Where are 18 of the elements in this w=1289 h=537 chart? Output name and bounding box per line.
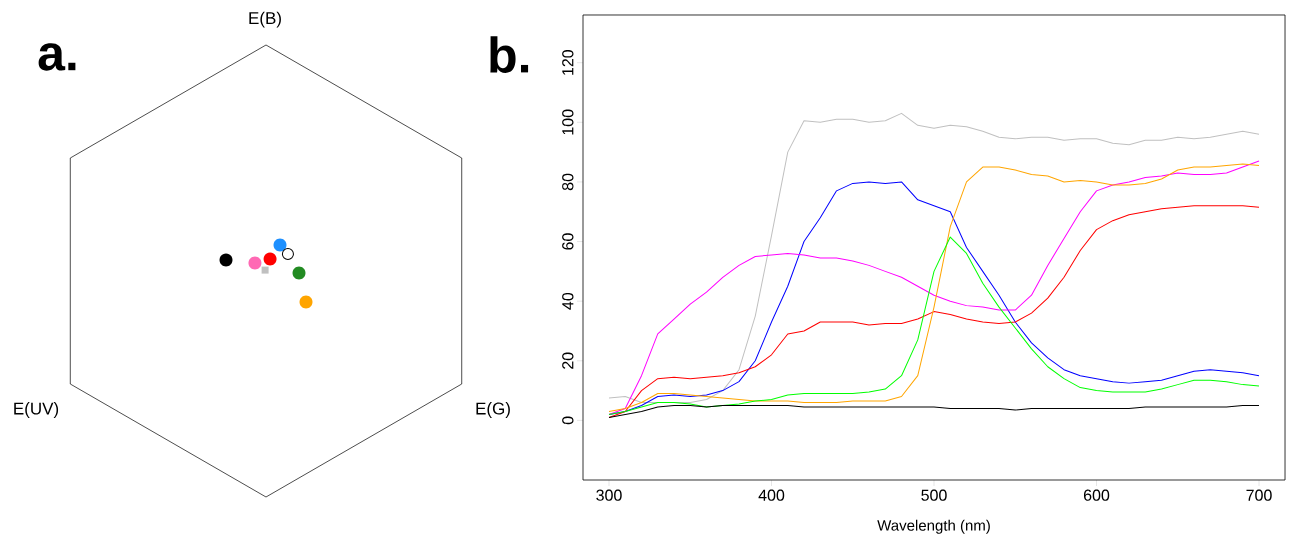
y-tick-label: 120 <box>562 49 574 75</box>
x-tick-label: 500 <box>921 489 947 501</box>
text: E(G) <box>476 402 510 418</box>
x-axis-title: Wavelength (nm) <box>877 519 990 534</box>
y-tick-label: 60 <box>562 233 574 250</box>
x-tick-label: 300 <box>596 489 622 501</box>
text: E(B) <box>249 11 281 28</box>
y-tick-label: 40 <box>562 292 574 310</box>
y-tick-label: 100 <box>562 109 574 135</box>
y-tick-label: 80 <box>562 173 574 191</box>
x-tick-label: 600 <box>1083 489 1110 501</box>
text: a. <box>38 43 76 71</box>
x-tick-label: 700 <box>1246 489 1272 501</box>
y-tick-label: 20 <box>562 352 574 369</box>
text: E(UV) <box>14 402 59 418</box>
y-tick-label: 0 <box>562 416 574 425</box>
text: b. <box>490 36 529 73</box>
x-tick-label: 400 <box>758 489 785 501</box>
